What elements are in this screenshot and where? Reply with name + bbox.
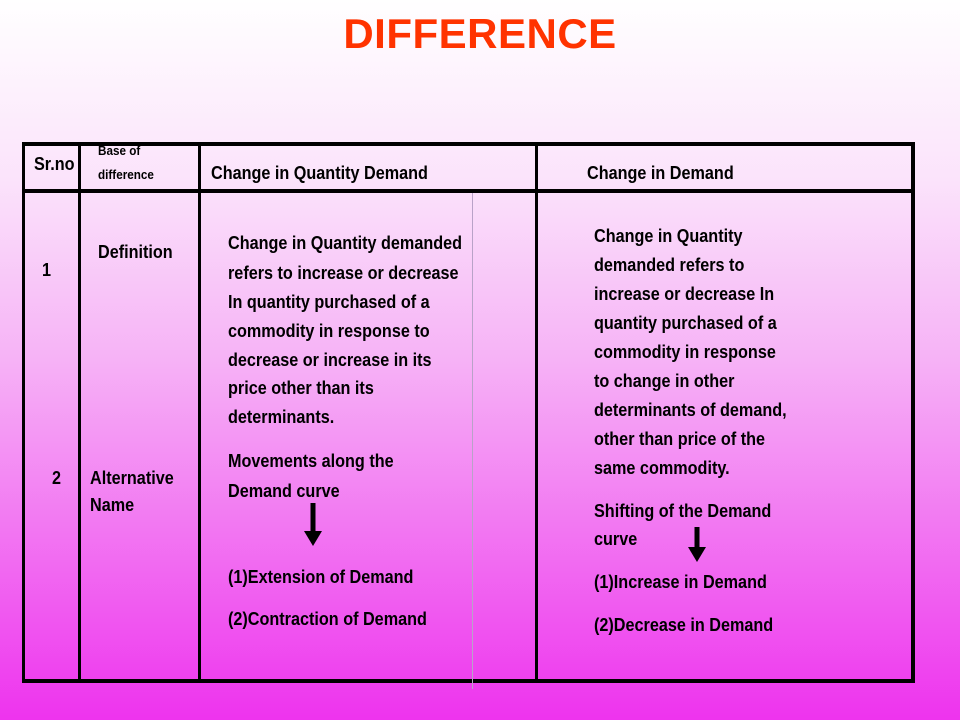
- row2-base-line1: Alternative: [90, 468, 174, 488]
- row1-col1-line: Change in Quantity demanded: [228, 233, 463, 253]
- header-col1: Change in Quantity Demand: [211, 163, 428, 183]
- row2-number: 2: [52, 468, 62, 488]
- table-border-left: [22, 142, 25, 683]
- row1-col1-line: refers to increase or decrease: [228, 263, 459, 283]
- column-divider-1: [78, 142, 81, 683]
- row1-base: Definition: [98, 242, 173, 262]
- row1-col1-line: price other than its: [228, 378, 374, 398]
- header-col2: Change in Demand: [587, 163, 734, 183]
- column-divider-2: [198, 142, 201, 683]
- down-arrow-icon: [688, 527, 706, 562]
- row2-base-line2: Name: [90, 495, 135, 515]
- row2-col1-line: Demand curve: [228, 481, 340, 501]
- row1-col1-line: decrease or increase in its: [228, 350, 432, 370]
- row1-col2-line: other than price of the: [594, 429, 766, 449]
- table-border-right: [911, 142, 915, 683]
- faint-divider: [472, 193, 473, 689]
- header-base-line2: difference: [98, 167, 154, 182]
- row1-col2-line: to change in other: [594, 371, 735, 391]
- row1-col2-line: commodity in response: [594, 342, 776, 362]
- table-border-top: [22, 142, 915, 146]
- row2-col1-item: (2)Contraction of Demand: [228, 609, 427, 629]
- table-border-bottom: [22, 679, 915, 683]
- header-srno: Sr.no: [34, 154, 75, 174]
- row1-col2-line: determinants of demand,: [594, 400, 787, 420]
- row2-col2-line: Shifting of the Demand: [594, 501, 772, 521]
- row1-col1-line: determinants.: [228, 407, 335, 427]
- header-base-line1: Base of: [98, 143, 141, 158]
- page-title: DIFFERENCE: [343, 10, 617, 57]
- row2-col1-item: (1)Extension of Demand: [228, 567, 414, 587]
- row1-col1-line: commodity in response to: [228, 321, 430, 341]
- row1-col2-line: quantity purchased of a: [594, 313, 777, 333]
- column-divider-3: [535, 142, 538, 683]
- down-arrow-icon: [304, 503, 322, 546]
- row1-col2-line: increase or decrease In: [594, 284, 775, 304]
- row2-col1-line: Movements along the: [228, 451, 394, 471]
- row1-number: 1: [42, 260, 52, 280]
- row2-col2-item: (1)Increase in Demand: [594, 572, 767, 592]
- row1-col2-line: Change in Quantity: [594, 226, 743, 246]
- row2-col2-line: curve: [594, 529, 638, 549]
- row1-col2-line: same commodity.: [594, 458, 730, 478]
- row1-col1-line: In quantity purchased of a: [228, 292, 430, 312]
- header-divider: [22, 189, 915, 193]
- row1-col2-line: demanded refers to: [594, 255, 745, 275]
- row2-col2-item: (2)Decrease in Demand: [594, 615, 774, 635]
